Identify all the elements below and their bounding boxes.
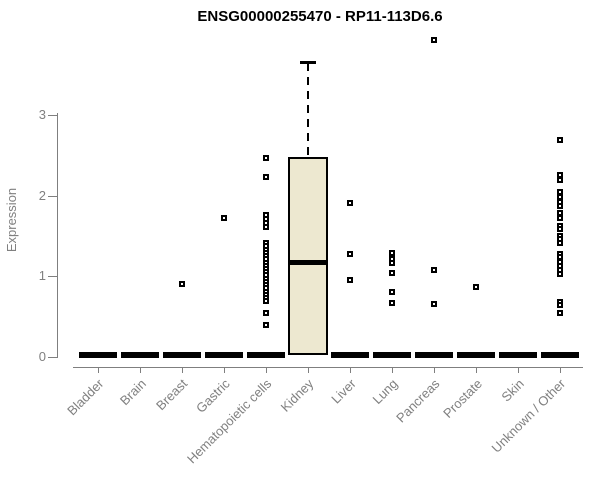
y-axis-label: Expression bbox=[4, 187, 19, 253]
collapsed-box-bar bbox=[373, 352, 411, 358]
x-tick bbox=[266, 367, 267, 373]
x-tick bbox=[182, 367, 183, 373]
x-tick-label: Lung bbox=[369, 376, 401, 408]
collapsed-box-bar bbox=[163, 352, 201, 358]
boxplot-box bbox=[288, 156, 328, 356]
median-line bbox=[288, 259, 328, 265]
y-tick-label: 3 bbox=[38, 106, 46, 122]
data-point bbox=[389, 249, 395, 256]
collapsed-box-bar bbox=[457, 352, 495, 358]
x-tick bbox=[224, 367, 225, 373]
data-point bbox=[263, 321, 269, 328]
data-point bbox=[389, 270, 395, 277]
x-tick-label: Pancreas bbox=[393, 376, 443, 426]
data-point bbox=[389, 288, 395, 295]
data-point bbox=[557, 203, 563, 210]
y-tick bbox=[48, 114, 57, 116]
whisker-cap bbox=[300, 61, 316, 65]
data-point bbox=[263, 224, 269, 231]
x-tick bbox=[350, 367, 351, 373]
x-tick-label: Gastric bbox=[192, 376, 233, 416]
x-tick-label: Breast bbox=[153, 376, 191, 414]
data-point bbox=[557, 171, 563, 178]
collapsed-box-bar bbox=[499, 352, 537, 358]
data-point bbox=[431, 300, 437, 307]
whisker-line bbox=[307, 63, 309, 157]
data-point bbox=[263, 174, 269, 181]
data-point bbox=[557, 215, 563, 222]
y-tick-label: 2 bbox=[38, 187, 46, 203]
x-tick-label: Prostate bbox=[439, 376, 485, 421]
y-tick bbox=[48, 357, 57, 358]
x-tick-label: Kidney bbox=[277, 376, 317, 415]
data-point bbox=[431, 266, 437, 273]
x-tick bbox=[392, 367, 393, 373]
collapsed-box-bar bbox=[331, 352, 369, 358]
x-tick bbox=[434, 367, 435, 373]
collapsed-box-bar bbox=[205, 352, 243, 358]
data-point bbox=[263, 154, 269, 161]
collapsed-box-bar bbox=[541, 352, 579, 358]
x-tick-label: Bladder bbox=[64, 376, 107, 419]
y-tick bbox=[48, 276, 57, 278]
chart-title: ENSG00000255470 - RP11-113D6.6 bbox=[197, 8, 443, 25]
collapsed-box-bar bbox=[247, 352, 285, 358]
data-point bbox=[347, 277, 353, 284]
x-tick-label: Unknown / Other bbox=[489, 376, 569, 456]
x-tick bbox=[518, 367, 519, 373]
y-tick-label: 1 bbox=[38, 268, 46, 284]
collapsed-box-bar bbox=[415, 352, 453, 358]
data-point bbox=[557, 188, 563, 195]
data-point bbox=[431, 36, 437, 43]
x-axis-line bbox=[73, 367, 583, 368]
x-tick-label: Brain bbox=[116, 376, 149, 409]
y-axis-line bbox=[57, 112, 58, 358]
data-point bbox=[557, 226, 563, 233]
data-point bbox=[473, 283, 479, 290]
data-point bbox=[389, 299, 395, 306]
x-tick bbox=[308, 367, 309, 373]
data-point bbox=[557, 302, 563, 309]
collapsed-box-bar bbox=[121, 352, 159, 358]
x-tick bbox=[98, 367, 99, 373]
data-point bbox=[389, 260, 395, 267]
data-point bbox=[263, 309, 269, 316]
data-point bbox=[557, 177, 563, 184]
x-tick bbox=[476, 367, 477, 373]
data-point bbox=[347, 199, 353, 206]
data-point bbox=[557, 270, 563, 277]
data-point bbox=[263, 298, 269, 305]
data-point bbox=[557, 240, 563, 247]
data-point bbox=[347, 250, 353, 257]
data-point bbox=[179, 281, 185, 288]
data-point bbox=[557, 136, 563, 143]
y-tick bbox=[48, 195, 57, 197]
data-point bbox=[221, 215, 227, 222]
y-tick-label: 0 bbox=[38, 349, 46, 364]
collapsed-box-bar bbox=[79, 352, 117, 358]
x-tick bbox=[140, 367, 141, 373]
x-tick bbox=[560, 367, 561, 373]
x-tick-label: Liver bbox=[328, 376, 359, 407]
x-tick-label: Skin bbox=[498, 376, 527, 405]
data-point bbox=[557, 309, 563, 316]
